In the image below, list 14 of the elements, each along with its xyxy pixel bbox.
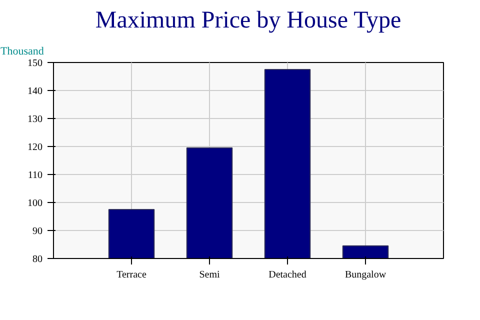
y-tick-label: 100	[28, 198, 42, 209]
y-tick-label: 120	[28, 142, 42, 153]
y-tick-label: 140	[28, 86, 42, 97]
y-tick-label: 110	[28, 170, 43, 181]
y-tick-label: 130	[28, 114, 42, 125]
x-tick-label: Bungalow	[344, 270, 387, 280]
y-tick-label: 150	[28, 58, 42, 69]
y-tick-label: 90	[32, 226, 42, 237]
x-tick-label: Detached	[268, 270, 306, 280]
y-tick-label: 80	[32, 254, 42, 265]
chart-title: Maximum Price by House Type	[95, 8, 402, 34]
x-tick-label: Terrace	[116, 270, 147, 280]
y-axis-title: Thousand	[0, 46, 44, 58]
x-tick-label: Semi	[199, 270, 220, 280]
